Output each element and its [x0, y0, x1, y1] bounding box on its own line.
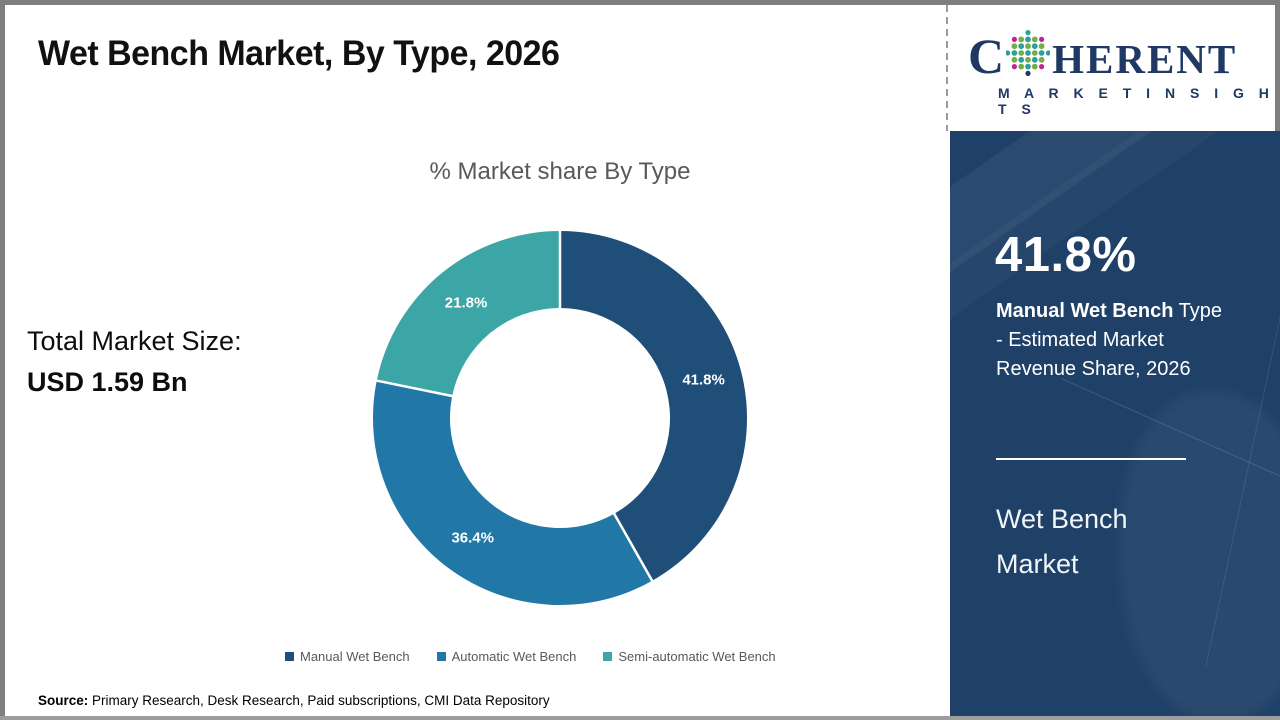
- total-market-size-value: USD 1.59 Bn: [27, 367, 188, 397]
- logo-letter-c: C: [968, 28, 1005, 84]
- legend-swatch-manual: [285, 652, 294, 661]
- logo-letters-rest: HERENT: [1052, 36, 1238, 82]
- sidebar-map-texture: [1120, 391, 1280, 720]
- legend-item-automatic-wet-bench: Automatic Wet Bench: [436, 649, 577, 664]
- donut-segment-2: [376, 231, 560, 397]
- donut-data-label-0: 41.8%: [682, 372, 725, 389]
- frame-border-right: [1275, 0, 1280, 131]
- donut-chart: 41.8% 36.4% 21.8%: [373, 230, 747, 605]
- frame-border-bottom: [0, 716, 1280, 720]
- frame-border-top: [0, 0, 1280, 5]
- source-label: Source:: [38, 693, 89, 708]
- total-market-size: Total Market Size: USD 1.59 Bn: [27, 326, 242, 398]
- donut-segment-separator: [612, 512, 654, 583]
- legend-label-manual: Manual Wet Bench: [300, 649, 410, 664]
- legend-label-automatic: Automatic Wet Bench: [451, 649, 577, 664]
- logo-subtitle: M A R K E T I N S I G H T S: [998, 85, 1275, 117]
- sidebar-market-name: Wet Bench Market: [996, 497, 1128, 587]
- legend-item-semi-automatic-wet-bench: Semi-automatic Wet Bench: [603, 649, 776, 664]
- sidebar-stat-value: 41.8%: [995, 228, 1137, 282]
- source-note: Source: Primary Research, Desk Research,…: [38, 693, 550, 708]
- source-text: Primary Research, Desk Research, Paid su…: [88, 693, 550, 708]
- logo-wordmark: C: [968, 28, 1238, 84]
- chart-legend: Manual Wet Bench Automatic Wet Bench Sem…: [285, 649, 776, 664]
- legend-swatch-automatic: [436, 652, 446, 661]
- chart-title: % Market share By Type: [429, 158, 691, 185]
- market-name-line2: Market: [996, 549, 1079, 579]
- sidebar: 41.8% Manual Wet Bench Type - Estimated …: [950, 131, 1280, 720]
- donut-data-label-1: 36.4%: [451, 530, 494, 547]
- dashed-divider: [946, 5, 948, 131]
- logo: C: [950, 5, 1275, 131]
- donut-segment-1: [373, 380, 653, 605]
- donut-segment-0: [560, 231, 747, 581]
- frame-border-left: [0, 0, 5, 720]
- legend-label-semi-automatic: Semi-automatic Wet Bench: [618, 649, 776, 664]
- market-name-line1: Wet Bench: [996, 504, 1128, 534]
- sidebar-stat-description: Manual Wet Bench Type - Estimated Market…: [996, 297, 1234, 384]
- logo-globe-icon: [1006, 30, 1051, 76]
- legend-swatch-semi-automatic: [603, 652, 613, 661]
- sidebar-stat-description-rest: Type - Estimated Market Revenue Share, 2…: [996, 300, 1222, 380]
- sidebar-stat-segment-name: Manual Wet Bench: [996, 300, 1174, 322]
- legend-item-manual-wet-bench: Manual Wet Bench: [285, 649, 410, 664]
- total-market-size-label: Total Market Size:: [27, 326, 242, 356]
- page-title: Wet Bench Market, By Type, 2026: [38, 34, 560, 73]
- donut-segment-separator: [375, 379, 454, 398]
- donut-data-label-2: 21.8%: [445, 294, 488, 311]
- sidebar-divider-line: [996, 458, 1186, 460]
